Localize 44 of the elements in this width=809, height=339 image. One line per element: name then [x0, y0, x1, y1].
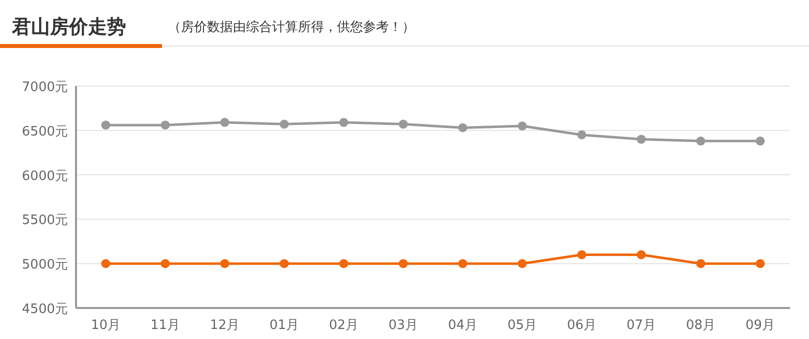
- point: [458, 259, 468, 268]
- y-tick-label: 4500元: [22, 302, 68, 317]
- x-tick-label: 07月: [626, 318, 656, 333]
- point: [636, 134, 646, 144]
- point: [398, 120, 408, 129]
- x-tick-label: 09月: [745, 318, 776, 333]
- x-tick-label: 01月: [269, 318, 300, 333]
- point: [636, 250, 646, 260]
- point: [160, 120, 170, 130]
- x-tick-label: 05月: [507, 318, 538, 333]
- point: [696, 259, 706, 268]
- point: [339, 259, 348, 268]
- x-tick-label: 11月: [150, 318, 180, 333]
- y-tick-label: 6500元: [22, 124, 68, 140]
- point: [756, 259, 765, 268]
- point: [101, 259, 110, 268]
- x-tick-label: 03月: [388, 318, 418, 333]
- point: [518, 259, 527, 268]
- x-tick-label: 12月: [210, 318, 240, 333]
- point: [220, 259, 230, 268]
- point: [756, 136, 765, 146]
- chart-title: 君山房价走势: [11, 16, 126, 38]
- x-tick-label: 04月: [448, 318, 478, 333]
- y-tick-label: 6000元: [22, 168, 68, 184]
- point: [280, 120, 289, 129]
- point: [458, 123, 468, 132]
- point: [696, 136, 706, 146]
- chart-subtitle: （房价数据由综合计算所得，供您参考！）: [168, 19, 415, 35]
- point: [280, 259, 289, 268]
- y-tick-label: 5000元: [22, 258, 68, 273]
- y-tick-label: 5500元: [22, 213, 68, 228]
- point: [220, 118, 230, 127]
- x-tick-label: 08月: [686, 318, 716, 333]
- point: [160, 259, 170, 268]
- y-tick-label: 7000元: [22, 80, 68, 95]
- point: [577, 130, 586, 140]
- point: [577, 250, 586, 260]
- x-tick-label: 02月: [328, 318, 359, 333]
- point: [518, 121, 527, 130]
- x-tick-label: 10月: [90, 318, 121, 333]
- x-tick-label: 06月: [566, 318, 597, 333]
- point: [101, 120, 110, 130]
- point: [339, 118, 348, 127]
- point: [398, 259, 408, 268]
